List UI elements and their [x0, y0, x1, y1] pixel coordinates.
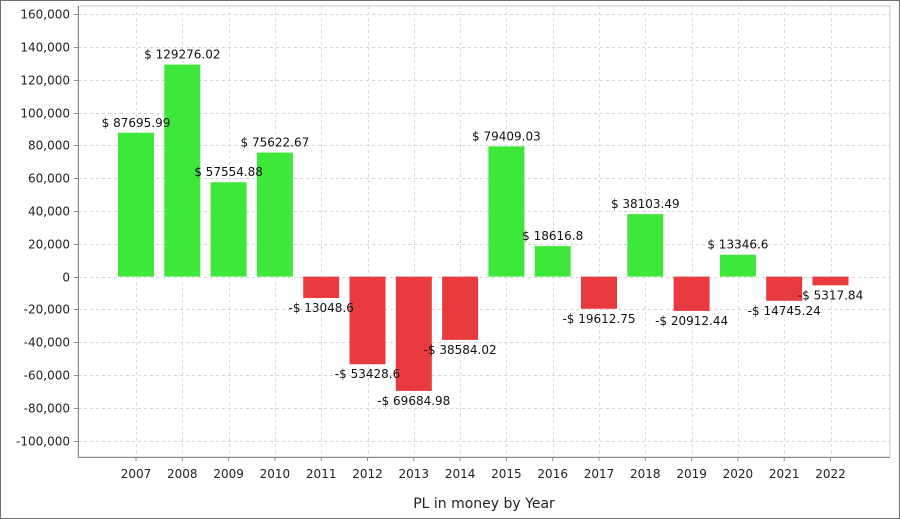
- x-tick-label: 2013: [399, 467, 430, 481]
- data-label: -$ 38584.02: [424, 343, 497, 357]
- y-tick-label: 20,000: [28, 238, 70, 252]
- bar-2019: [673, 276, 710, 311]
- x-tick-label: 2008: [167, 467, 198, 481]
- data-label: $ 75622.67: [241, 136, 310, 150]
- bar-2020: [719, 254, 756, 277]
- y-tick-label: 120,000: [20, 74, 70, 88]
- bars: [118, 64, 849, 391]
- bar-2015: [488, 146, 525, 277]
- bar-2008: [164, 64, 201, 277]
- x-tick-label: 2020: [723, 467, 754, 481]
- bar-2011: [303, 276, 340, 298]
- x-tick-label: 2017: [584, 467, 615, 481]
- bar-2021: [766, 276, 803, 301]
- bar-2022: [812, 276, 849, 286]
- y-tick-label: 0: [62, 271, 70, 285]
- data-label: -$ 5317.84: [798, 288, 863, 302]
- y-tick-label: 60,000: [28, 172, 70, 186]
- x-tick-label: 2010: [260, 467, 291, 481]
- data-label: $ 79409.03: [472, 129, 541, 143]
- bar-2012: [349, 276, 386, 365]
- y-tick-label: 80,000: [28, 139, 70, 153]
- bar-2014: [442, 276, 479, 340]
- data-label: $ 38103.49: [611, 197, 680, 211]
- bar-2007: [118, 132, 154, 277]
- axes: 160,000 140,000 120,000 100,000 80,000 60,000…: [16, 6, 890, 481]
- y-tick-label: -60,000: [24, 369, 70, 383]
- x-tick-label: 2022: [815, 467, 846, 481]
- data-label: $ 57554.88: [194, 165, 263, 179]
- y-tick-label: -40,000: [24, 336, 70, 350]
- y-tick-label: 100,000: [20, 107, 70, 121]
- x-tick-label: 2011: [306, 467, 337, 481]
- data-label: $ 129276.02: [144, 48, 220, 62]
- data-label: -$ 69684.98: [377, 394, 450, 408]
- x-tick-label: 2014: [445, 467, 476, 481]
- x-tick-label: 2018: [630, 467, 661, 481]
- data-label: $ 13346.6: [707, 238, 768, 252]
- x-tick-label: 2007: [121, 467, 152, 481]
- y-tick-label: -100,000: [16, 435, 70, 449]
- y-tick-label: 140,000: [20, 41, 70, 55]
- y-tick-label: 160,000: [20, 8, 70, 22]
- bar-2009: [210, 182, 247, 277]
- y-tick-label: -20,000: [24, 303, 70, 317]
- x-tick-label: 2016: [537, 467, 568, 481]
- x-tick-label: 2021: [769, 467, 800, 481]
- data-labels: $ 87695.99 $ 129276.02 $ 57554.88 $ 75622.6…: [102, 48, 864, 408]
- data-label: -$ 20912.44: [655, 314, 728, 328]
- data-label: $ 18616.8: [522, 229, 583, 243]
- bar-2018: [627, 214, 664, 277]
- x-tick-label: 2009: [213, 467, 244, 481]
- bar-2013: [395, 276, 432, 391]
- bar-2010: [256, 152, 293, 277]
- bar-2016: [534, 246, 571, 277]
- x-tick-label: 2019: [676, 467, 707, 481]
- data-label: -$ 19612.75: [562, 312, 635, 326]
- data-label: -$ 53428.6: [335, 367, 400, 381]
- bar-2017: [581, 276, 617, 309]
- x-tick-label: 2015: [491, 467, 522, 481]
- data-label: -$ 14745.24: [748, 304, 821, 318]
- data-label: -$ 13048.6: [288, 301, 353, 315]
- x-axis-title: PL in money by Year: [413, 496, 555, 512]
- y-tick-label: -80,000: [24, 402, 70, 416]
- x-tick-label: 2012: [352, 467, 383, 481]
- data-label: $ 87695.99: [102, 116, 171, 130]
- y-tick-label: 40,000: [28, 205, 70, 219]
